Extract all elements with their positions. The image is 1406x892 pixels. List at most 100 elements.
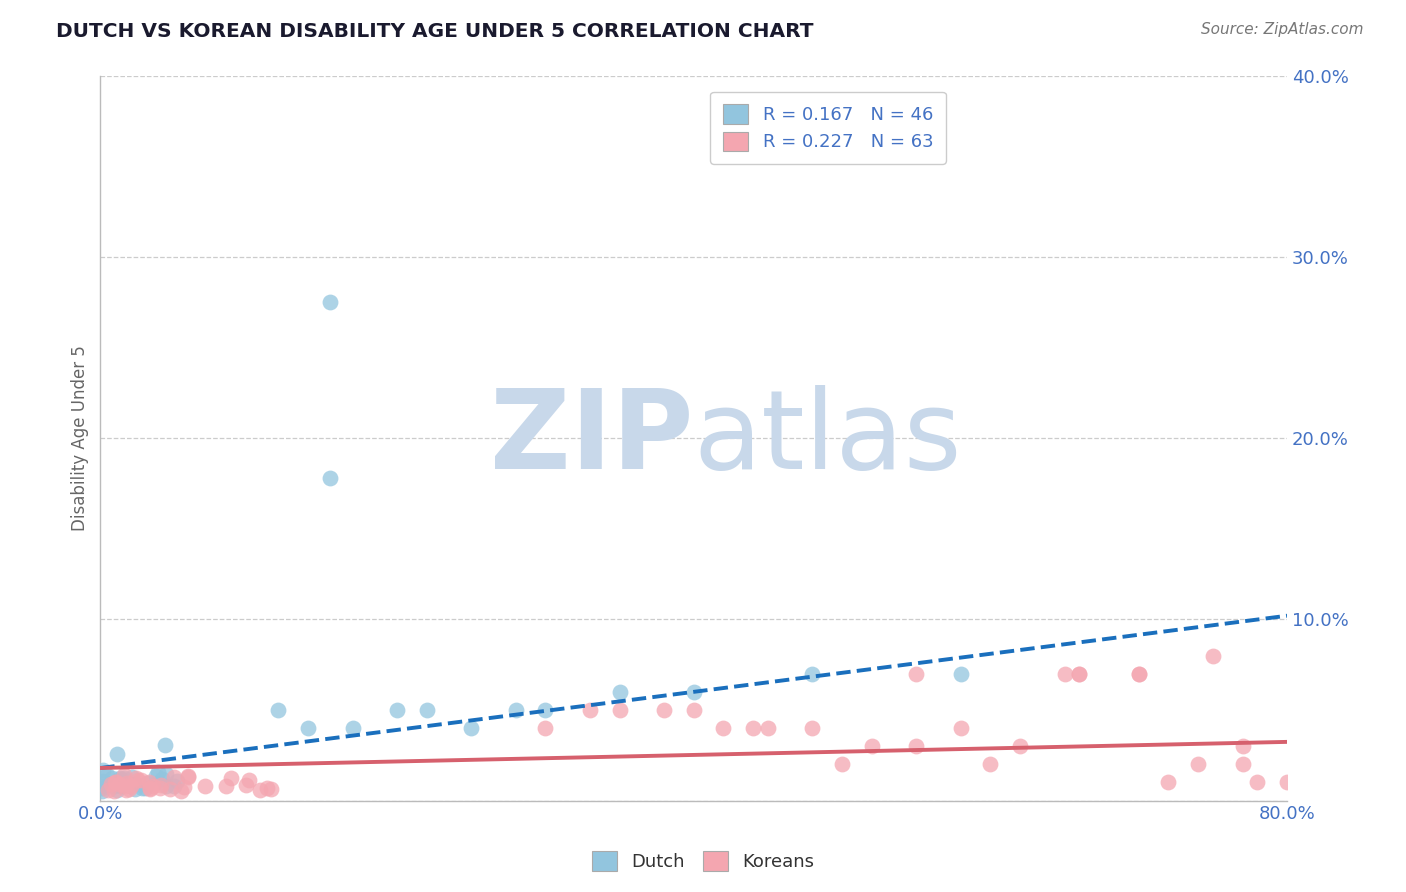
Point: [1069, 666, 1091, 681]
Point: [460, 721, 482, 735]
Point: [110, 772, 132, 786]
Text: DUTCH VS KOREAN DISABILITY AGE UNDER 5 CORRELATION CHART: DUTCH VS KOREAN DISABILITY AGE UNDER 5 C…: [56, 22, 814, 41]
Point: [101, 778, 124, 792]
Point: [169, 784, 191, 798]
Point: [163, 780, 186, 794]
Point: [101, 771, 124, 785]
Point: [91, 764, 114, 778]
Point: [124, 777, 146, 791]
Point: [155, 779, 177, 793]
Point: [120, 780, 142, 794]
Point: [105, 782, 128, 797]
Point: [1128, 666, 1150, 681]
Point: [801, 666, 824, 681]
Point: [1232, 739, 1254, 754]
Point: [1232, 757, 1254, 772]
Point: [949, 666, 972, 681]
Point: [534, 703, 557, 717]
Point: [267, 703, 290, 717]
Point: [609, 703, 631, 717]
Point: [139, 781, 162, 796]
Point: [111, 778, 134, 792]
Point: [260, 781, 283, 796]
Point: [150, 779, 173, 793]
Point: [104, 774, 127, 789]
Point: [1246, 775, 1268, 789]
Point: [96, 768, 118, 782]
Point: [415, 703, 437, 717]
Point: [297, 721, 319, 735]
Point: [103, 779, 125, 793]
Point: [682, 685, 704, 699]
Point: [108, 777, 131, 791]
Point: [91, 784, 114, 798]
Point: [110, 779, 132, 793]
Point: [105, 747, 128, 761]
Point: [742, 721, 765, 735]
Point: [139, 781, 162, 796]
Text: ZIP: ZIP: [491, 384, 693, 491]
Point: [342, 721, 364, 735]
Point: [319, 471, 342, 485]
Point: [103, 784, 125, 798]
Point: [142, 780, 165, 794]
Point: [118, 781, 141, 796]
Point: [97, 783, 120, 797]
Point: [134, 780, 156, 795]
Point: [127, 773, 149, 788]
Point: [91, 781, 114, 796]
Point: [219, 771, 242, 785]
Point: [177, 769, 200, 783]
Point: [163, 770, 186, 784]
Point: [112, 771, 135, 785]
Point: [682, 703, 704, 717]
Point: [652, 703, 675, 717]
Point: [609, 685, 631, 699]
Point: [579, 703, 602, 717]
Point: [173, 780, 195, 795]
Text: Source: ZipAtlas.com: Source: ZipAtlas.com: [1201, 22, 1364, 37]
Point: [149, 780, 172, 795]
Point: [1202, 648, 1225, 663]
Point: [534, 721, 557, 735]
Point: [114, 782, 136, 797]
Point: [153, 738, 176, 752]
Legend: R = 0.167   N = 46, R = 0.227   N = 63: R = 0.167 N = 46, R = 0.227 N = 63: [710, 92, 946, 164]
Point: [1128, 666, 1150, 681]
Legend: Dutch, Koreans: Dutch, Koreans: [585, 844, 821, 879]
Point: [1069, 666, 1091, 681]
Point: [148, 764, 170, 779]
Point: [860, 739, 883, 754]
Point: [177, 770, 200, 784]
Point: [124, 782, 146, 797]
Point: [138, 774, 160, 789]
Point: [121, 770, 143, 784]
Point: [756, 721, 779, 735]
Point: [905, 666, 928, 681]
Point: [159, 781, 181, 796]
Point: [1275, 775, 1298, 789]
Point: [104, 775, 127, 789]
Point: [505, 703, 527, 717]
Point: [194, 779, 217, 793]
Point: [150, 772, 173, 787]
Point: [214, 779, 236, 793]
Point: [91, 779, 114, 793]
Y-axis label: Disability Age Under 5: Disability Age Under 5: [72, 345, 89, 531]
Point: [831, 757, 853, 772]
Point: [145, 769, 167, 783]
Point: [114, 780, 136, 794]
Point: [949, 721, 972, 735]
Point: [129, 773, 152, 788]
Point: [93, 774, 115, 789]
Point: [108, 771, 131, 785]
Point: [166, 774, 188, 789]
Point: [385, 703, 408, 717]
Text: atlas: atlas: [693, 384, 962, 491]
Point: [249, 783, 271, 797]
Point: [905, 739, 928, 754]
Point: [155, 767, 177, 781]
Point: [319, 295, 342, 310]
Point: [979, 757, 1001, 772]
Point: [711, 721, 734, 735]
